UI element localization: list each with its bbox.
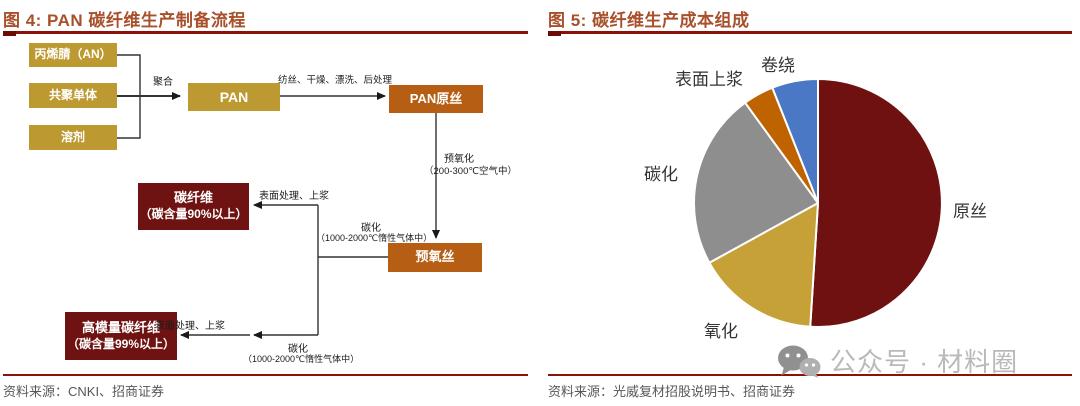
figure4-source-rule: [3, 374, 528, 376]
flow-node-comonomer-label: 共聚单体: [48, 87, 97, 102]
edge-label-preoxidation-condition: （200-300℃空气中）: [424, 166, 518, 177]
edge-label-surface-sizing-top: 表面处理、上浆: [259, 191, 329, 202]
flow-node-high-modulus-fiber-sublabel: （碳含量99%以上）: [66, 336, 176, 351]
pie-label-precursor: 原丝: [953, 202, 987, 221]
flow-node-acrylonitrile-label: 丙烯腈（AN）: [34, 47, 112, 62]
figure4-title: 图 4: PAN 碳纤维生产制备流程: [3, 11, 246, 30]
pie-label-winding: 卷绕: [761, 56, 795, 75]
edge-label-carbonization-condition-top: （1000-2000℃惰性气体中）: [316, 233, 433, 243]
flow-node-comonomer: 共聚单体: [29, 83, 117, 108]
pie-slice-4: [771, 78, 819, 204]
edge-label-surface-sizing-bottom: 表面处理、上浆: [155, 321, 225, 332]
flow-node-solvent: 溶剂: [29, 125, 117, 150]
flow-node-carbon-fiber: 碳纤维 （碳含量90%以上）: [138, 183, 249, 230]
flow-node-pan-precursor: PAN原丝: [389, 85, 483, 113]
pie-label-oxidation: 氧化: [704, 322, 738, 341]
figure5-source: 资料来源：光威复材招股说明书、招商证券: [548, 384, 796, 399]
pie-slice-3: [744, 86, 819, 204]
flow-node-pan-label: PAN: [219, 88, 249, 105]
flow-node-acrylonitrile: 丙烯腈（AN）: [29, 43, 117, 67]
flow-node-solvent-label: 溶剂: [60, 129, 85, 144]
watermark: 公众号 · 材料圈: [776, 342, 1018, 379]
edge-label-carbonization-bottom: 碳化: [288, 344, 308, 355]
figure5-title: 图 5: 碳纤维生产成本组成: [548, 11, 750, 30]
flow-node-pan: PAN: [188, 83, 280, 111]
edge-label-polymerization: 聚合: [153, 77, 173, 88]
pie-slice-0: [809, 78, 943, 328]
pie-slice-2: [692, 101, 819, 264]
flow-node-pan-precursor-label: PAN原丝: [409, 90, 463, 106]
flow-node-high-modulus-fiber: 高模量碳纤维 （碳含量99%以上）: [65, 312, 177, 360]
watermark-text: 公众号 · 材料圈: [830, 347, 1019, 377]
edge-label-carbonization-top: 碳化: [361, 223, 381, 234]
pie-label-surface-sizing: 表面上浆: [675, 70, 743, 89]
cost-composition-pie-chart: [692, 78, 943, 328]
figure5-title-underline: [548, 31, 1072, 36]
wechat-icon: [778, 345, 821, 378]
flow-node-carbon-fiber-label: 碳纤维: [173, 190, 213, 206]
flow-node-preoxidized-fiber: 预氧丝: [388, 243, 482, 272]
flow-node-high-modulus-fiber-label: 高模量碳纤维: [81, 319, 160, 335]
pie-label-carbonization: 碳化: [644, 165, 678, 184]
pie-slice-1: [708, 202, 819, 328]
edge-label-preoxidation: 预氧化: [444, 154, 474, 165]
figure4-source: 资料来源：CNKI、招商证券: [3, 384, 165, 399]
edge-label-carbonization-condition-bottom: （1000-2000℃惰性气体中）: [243, 354, 360, 364]
flow-node-preoxidized-fiber-label: 预氧丝: [415, 249, 455, 265]
flow-node-carbon-fiber-sublabel: （碳含量90%以上）: [139, 207, 248, 222]
edge-label-spinning: 纺丝、干燥、漂洗、后处理: [278, 75, 393, 86]
figure4-title-underline: [3, 31, 528, 36]
